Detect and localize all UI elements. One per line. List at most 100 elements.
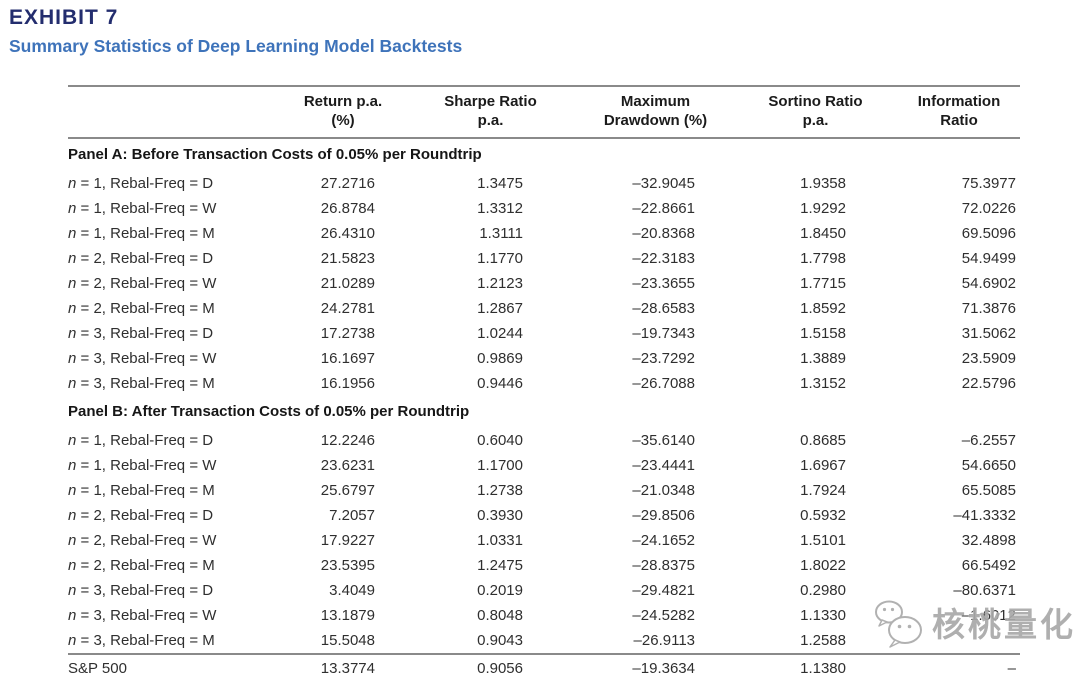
cell-return: 26.4310: [320, 225, 375, 242]
row-label: n = 1, Rebal-Freq = D: [68, 175, 214, 192]
cell-sharpe: 0.8048: [477, 607, 523, 624]
row-label: n = 1, Rebal-Freq = D: [68, 432, 214, 449]
cell-return: 16.1697: [320, 350, 375, 367]
row-label: n = 3, Rebal-Freq = D: [68, 582, 214, 599]
cell-sharpe: 1.0244: [477, 325, 523, 342]
cell-sharpe: 1.2475: [477, 557, 523, 574]
cell-information-ratio: 23.5909: [961, 350, 1016, 367]
cell-return: 12.2246: [320, 432, 375, 449]
cell-max-drawdown: –19.7343: [632, 325, 695, 342]
cell-return: 21.5823: [320, 250, 375, 267]
table-row: n = 1, Rebal-Freq = M 25.6797 1.2738 –21.03…: [68, 478, 1020, 503]
cell-sortino: 1.2588: [800, 632, 846, 649]
cell-sharpe: 0.3930: [477, 507, 523, 524]
table-header: Return p.a. (%) Sharpe Ratio p.a. Maximum Dra…: [68, 86, 1020, 138]
cell-max-drawdown: –26.9113: [633, 632, 695, 649]
cell-return: 13.1879: [320, 607, 375, 624]
table-row: n = 1, Rebal-Freq = D 12.2246 0.6040 –35.61…: [68, 428, 1020, 453]
cell-max-drawdown: –23.4441: [632, 457, 695, 474]
cell-return: 17.2738: [320, 325, 375, 342]
column-header-return: Return p.a. (%): [303, 93, 383, 129]
cell-return: 15.5048: [320, 632, 375, 649]
table-header-row: Return p.a. (%) Sharpe Ratio p.a. Maximum Dra…: [68, 86, 1020, 138]
cell-sortino: 1.1380: [800, 660, 846, 676]
cell-return: 7.2057: [329, 507, 375, 524]
cell-sharpe: 1.1770: [477, 250, 523, 267]
table-footer: S&P 500 13.3774 0.9056 –19.3634 1.1380 –: [68, 654, 1020, 676]
cell-sortino: 0.5932: [800, 507, 846, 524]
cell-sharpe: 0.9043: [477, 632, 523, 649]
cell-return: 16.1956: [320, 375, 375, 392]
cell-max-drawdown: –22.8661: [632, 200, 695, 217]
cell-sortino: 1.8592: [800, 300, 846, 317]
cell-sharpe: 1.1700: [477, 457, 523, 474]
cell-information-ratio: –41.3332: [953, 507, 1016, 524]
cell-return: 25.6797: [320, 482, 375, 499]
cell-sharpe: 1.3312: [477, 200, 523, 217]
row-label: n = 1, Rebal-Freq = W: [68, 457, 217, 474]
cell-sharpe: 1.2867: [477, 300, 523, 317]
benchmark-row: S&P 500 13.3774 0.9056 –19.3634 1.1380 –: [68, 654, 1020, 676]
cell-information-ratio: –80.6371: [953, 582, 1016, 599]
cell-information-ratio: 72.0226: [961, 200, 1016, 217]
exhibit-title: EXHIBIT 7: [9, 6, 119, 29]
table-row: n = 2, Rebal-Freq = M 24.2781 1.2867 –28.65…: [68, 296, 1020, 321]
cell-max-drawdown: –19.3634: [632, 660, 695, 676]
cell-max-drawdown: –29.8506: [632, 507, 695, 524]
table-row: n = 1, Rebal-Freq = W 26.8784 1.3312 –22.86…: [68, 196, 1020, 221]
table-row: n = 3, Rebal-Freq = M 15.5048 0.9043 –26.91…: [68, 628, 1020, 654]
table-row: n = 3, Rebal-Freq = W 16.1697 0.9869 –23.72…: [68, 346, 1020, 371]
cell-sortino: 1.3152: [800, 375, 846, 392]
cell-max-drawdown: –28.8375: [632, 557, 695, 574]
cell-return: 13.3774: [320, 660, 375, 676]
cell-sortino: 1.5158: [800, 325, 846, 342]
cell-sharpe: 0.6040: [477, 432, 523, 449]
column-header-information-ratio: Information Ratio: [917, 93, 1001, 129]
cell-information-ratio: –6.2557: [961, 432, 1016, 449]
table-row: n = 3, Rebal-Freq = W 13.1879 0.8048 –24.52…: [68, 603, 1020, 628]
cell-sharpe: 0.9056: [477, 660, 523, 676]
cell-sortino: 1.7924: [800, 482, 846, 499]
watermark: 核桃量化: [872, 598, 1076, 650]
row-label: n = 2, Rebal-Freq = W: [68, 532, 217, 549]
cell-information-ratio: 54.6902: [961, 275, 1016, 292]
row-label: S&P 500: [68, 660, 127, 676]
panel-title-row: Panel B: After Transaction Costs of 0.05…: [68, 396, 1020, 428]
stats-table: Return p.a. (%) Sharpe Ratio p.a. Maximum Dra…: [68, 85, 1020, 676]
cell-sortino: 1.9358: [800, 175, 846, 192]
table-row: n = 2, Rebal-Freq = D 7.2057 0.3930 –29.850…: [68, 503, 1020, 528]
cell-information-ratio: 71.3876: [961, 300, 1016, 317]
cell-sortino: 1.8022: [800, 557, 846, 574]
table-body: Panel A: Before Transaction Costs of 0.0…: [68, 138, 1020, 654]
cell-sortino: 1.7715: [800, 275, 846, 292]
table-row: n = 1, Rebal-Freq = M 26.4310 1.3111 –20.83…: [68, 221, 1020, 246]
cell-max-drawdown: –21.0348: [632, 482, 695, 499]
cell-sortino: 1.9292: [800, 200, 846, 217]
column-header-max-drawdown: Maximum Drawdown (%): [603, 93, 708, 129]
row-label: n = 2, Rebal-Freq = D: [68, 250, 214, 267]
cell-max-drawdown: –26.7088: [632, 375, 695, 392]
row-label: n = 1, Rebal-Freq = M: [68, 482, 215, 499]
cell-return: 27.2716: [320, 175, 375, 192]
row-label: n = 3, Rebal-Freq = D: [68, 325, 214, 342]
watermark-text: 核桃量化: [932, 605, 1076, 643]
panel-title: Panel A: Before Transaction Costs of 0.0…: [68, 146, 482, 163]
cell-return: 24.2781: [320, 300, 375, 317]
cell-information-ratio: 75.3977: [961, 175, 1016, 192]
cell-sharpe: 1.3475: [477, 175, 523, 192]
table-row: n = 3, Rebal-Freq = D 3.4049 0.2019 –29.482…: [68, 578, 1020, 603]
table-row: n = 2, Rebal-Freq = W 21.0289 1.2123 –23.36…: [68, 271, 1020, 296]
table-row: n = 1, Rebal-Freq = W 23.6231 1.1700 –23.44…: [68, 453, 1020, 478]
cell-information-ratio: –1.6012: [961, 607, 1016, 624]
cell-information-ratio: 54.6650: [961, 457, 1016, 474]
cell-sortino: 1.7798: [800, 250, 846, 267]
panel-title-row: Panel A: Before Transaction Costs of 0.0…: [68, 138, 1020, 171]
cell-information-ratio: 66.5492: [961, 557, 1016, 574]
cell-sortino: 1.6967: [800, 457, 846, 474]
row-label: n = 2, Rebal-Freq = D: [68, 507, 214, 524]
table-row: n = 2, Rebal-Freq = D 21.5823 1.1770 –22.31…: [68, 246, 1020, 271]
cell-max-drawdown: –28.6583: [632, 300, 695, 317]
cell-sortino: 1.1330: [800, 607, 846, 624]
row-label: n = 3, Rebal-Freq = W: [68, 350, 217, 367]
cell-return: 21.0289: [320, 275, 375, 292]
